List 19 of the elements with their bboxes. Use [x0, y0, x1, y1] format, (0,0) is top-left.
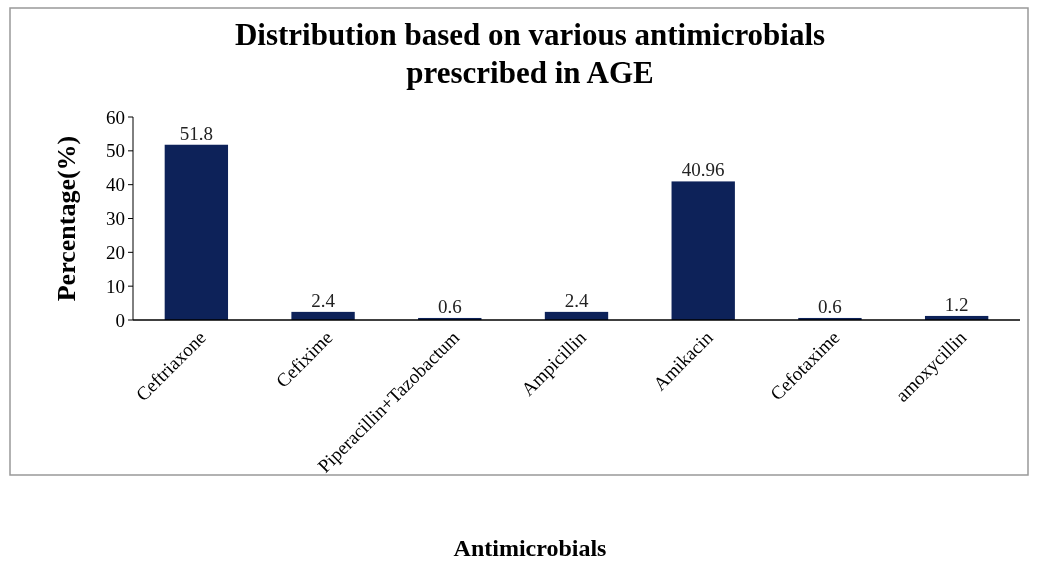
y-axis-title: Percentage(%)	[52, 135, 81, 302]
y-tick-label: 0	[115, 309, 125, 331]
data-label: 40.96	[681, 159, 725, 181]
data-label: 2.4	[311, 289, 336, 311]
data-label: 0.6	[818, 295, 842, 317]
data-label: 51.8	[179, 122, 213, 144]
data-label: 2.4	[564, 289, 589, 311]
y-tick-label: 30	[106, 208, 125, 230]
y-tick-label: 50	[106, 140, 125, 162]
x-axis-title: Antimicrobials	[453, 535, 607, 561]
y-tick-label: 40	[106, 174, 125, 196]
data-label: 1.2	[944, 293, 969, 315]
y-tick-label: 10	[106, 275, 125, 297]
bar	[164, 144, 229, 320]
chart-title: Distribution based on various antimicrobials prescribed in AGE	[234, 17, 826, 90]
bar	[671, 181, 735, 320]
data-label: 0.6	[437, 295, 462, 317]
y-tick-label: 60	[106, 106, 125, 128]
y-tick-label: 20	[106, 241, 125, 263]
